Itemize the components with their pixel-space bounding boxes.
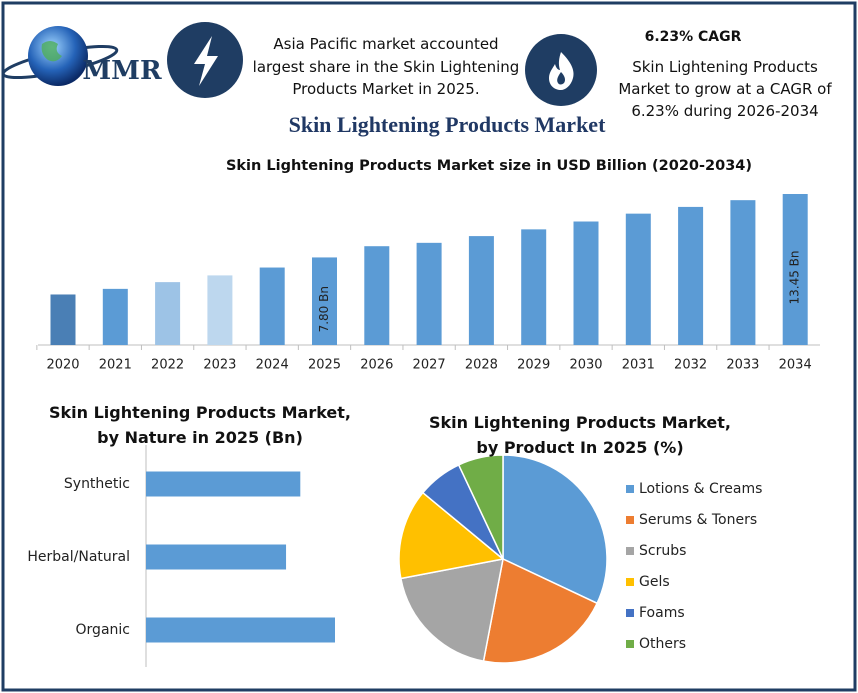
chart-title: Skin Lightening Products Market, by Natu… xyxy=(49,403,351,447)
bolt-icon xyxy=(167,22,243,98)
flame-icon xyxy=(525,34,597,106)
y-tick-label: Organic xyxy=(76,622,130,638)
bar xyxy=(416,242,442,345)
bar xyxy=(259,267,285,345)
x-tick-label: 2034 xyxy=(779,358,812,373)
cagr-text: Skin Lightening Products Market to grow … xyxy=(618,58,832,120)
legend-swatch xyxy=(626,578,634,586)
legend-label: Lotions & Creams xyxy=(639,481,762,497)
bar xyxy=(146,617,335,643)
pie-slice xyxy=(457,454,504,560)
pie-slice xyxy=(398,491,505,580)
legend-label: Gels xyxy=(639,574,670,590)
legend-label: Serums & Toners xyxy=(639,512,757,528)
x-tick-label: 2023 xyxy=(203,358,236,373)
value-label: 7.80 Bn xyxy=(317,286,331,332)
logo-text: MMR xyxy=(82,56,162,86)
x-tick-label: 2028 xyxy=(465,358,498,373)
legend-label: Scrubs xyxy=(639,543,686,559)
bar xyxy=(102,288,128,345)
bar xyxy=(573,221,599,345)
pie-slice xyxy=(502,454,608,605)
y-tick-label: Synthetic xyxy=(64,476,130,492)
bar xyxy=(207,275,233,345)
x-tick-label: 2029 xyxy=(517,358,550,373)
bar xyxy=(521,229,547,345)
main-title: Skin Lightening Products Market xyxy=(288,112,606,137)
cagr-title: 6.23% CAGR xyxy=(644,29,742,45)
bar xyxy=(730,200,756,345)
bar xyxy=(625,213,651,345)
y-tick-label: Herbal/Natural xyxy=(27,549,130,565)
x-tick-label: 2024 xyxy=(256,358,289,373)
x-tick-label: 2033 xyxy=(726,358,759,373)
pie-slice xyxy=(482,557,599,664)
bar xyxy=(312,257,337,345)
x-tick-label: 2026 xyxy=(360,358,393,373)
legend-label: Others xyxy=(639,636,686,652)
bar xyxy=(146,544,287,570)
x-tick-label: 2027 xyxy=(413,358,446,373)
bar xyxy=(50,294,76,345)
x-tick-label: 2025 xyxy=(308,358,341,373)
x-tick-label: 2021 xyxy=(99,358,132,373)
legend-swatch xyxy=(626,640,634,648)
legend-swatch xyxy=(626,547,634,555)
bar xyxy=(146,471,301,497)
value-label: 13.45 Bn xyxy=(788,250,802,304)
x-tick-label: 2031 xyxy=(622,358,655,373)
x-tick-label: 2032 xyxy=(674,358,707,373)
legend-swatch xyxy=(626,485,634,493)
bar xyxy=(155,282,181,345)
x-tick-label: 2022 xyxy=(151,358,184,373)
bar xyxy=(678,206,704,345)
bar xyxy=(364,246,390,345)
bar xyxy=(468,236,494,345)
bar xyxy=(782,194,808,345)
chart-title: Skin Lightening Products Market, by Prod… xyxy=(429,413,731,457)
legend-label: Foams xyxy=(639,605,685,621)
highlight-text: Asia Pacific market accounted largest sh… xyxy=(252,35,520,98)
logo: MMR xyxy=(1,26,162,86)
chart-title: Skin Lightening Products Market size in … xyxy=(225,158,753,174)
pie-slice xyxy=(399,558,504,663)
legend-swatch xyxy=(626,516,634,524)
x-tick-label: 2020 xyxy=(46,358,79,373)
legend-swatch xyxy=(626,609,634,617)
x-tick-label: 2030 xyxy=(569,358,602,373)
